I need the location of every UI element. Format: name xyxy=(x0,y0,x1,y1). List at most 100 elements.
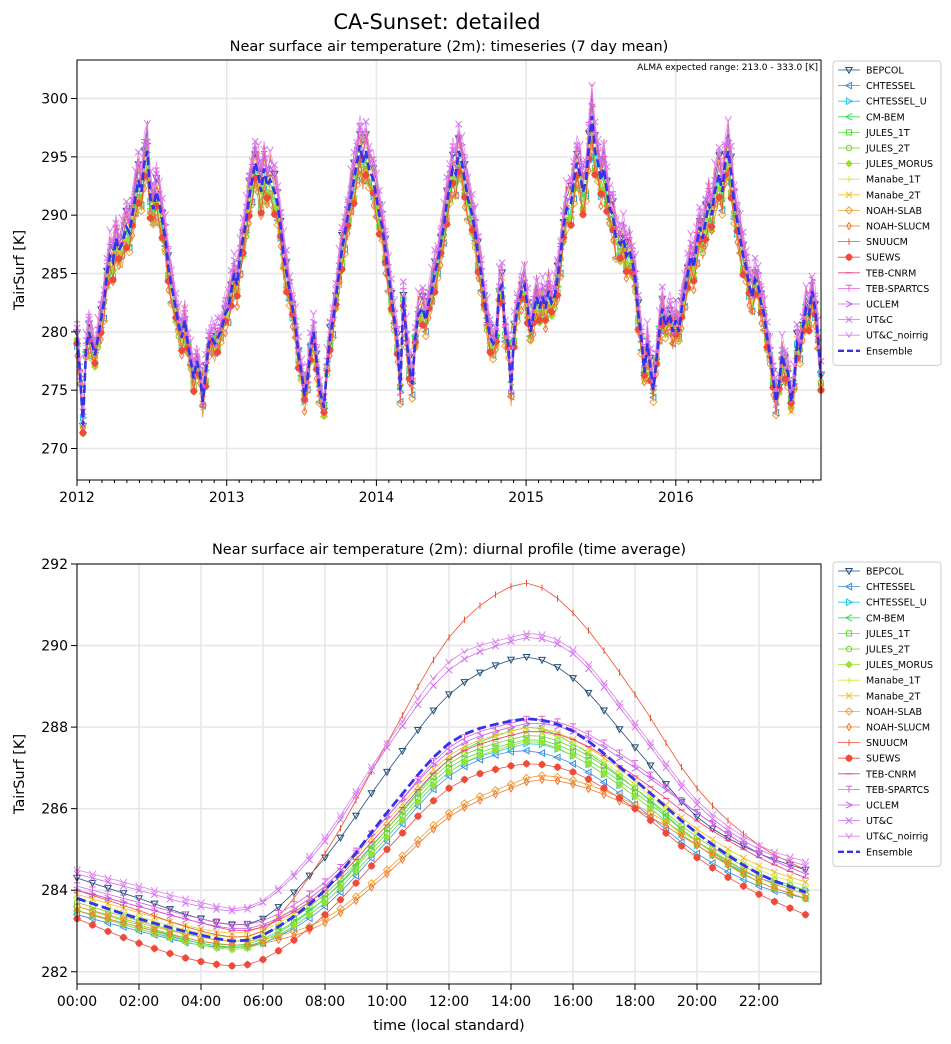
timeseries-ytick-label: 285 xyxy=(41,267,68,283)
timeseries-point-noah-slucm xyxy=(178,350,185,360)
timeseries-point-suews-cross xyxy=(257,209,265,217)
diurnal-xtick-label: 00:00 xyxy=(57,994,97,1010)
timeseries-legend-label: CM-BEM xyxy=(866,112,905,123)
diurnal-legend-label: JULES_1T xyxy=(865,629,910,640)
timeseries-series-manabe-1t xyxy=(76,107,822,426)
timeseries-legend-label: CHTESSEL_U xyxy=(866,97,927,108)
diurnal-title: Near surface air temperature (2m): diurn… xyxy=(212,542,686,558)
diurnal-point-suews-cross xyxy=(584,775,593,784)
timeseries-point-noah-slucm xyxy=(623,274,630,283)
timeseries-point-noah-slab xyxy=(396,399,405,409)
diurnal-point-ut-c xyxy=(460,655,469,663)
diurnal-point-suews-cross xyxy=(538,760,546,769)
timeseries-point-noah-slucm xyxy=(690,285,697,295)
diurnal-point-suews-cross xyxy=(755,890,763,899)
timeseries-legend-label: Manabe_1T xyxy=(866,175,921,186)
timeseries-point-noah-slucm xyxy=(610,235,616,245)
timeseries-point-noah-slab xyxy=(795,359,805,368)
timeseries-point-cm-bem xyxy=(777,348,786,357)
timeseries-point-suews-cross xyxy=(109,275,117,284)
timeseries-point-noah-slab xyxy=(451,191,460,201)
diurnal-point-suews-cross xyxy=(445,784,453,793)
diurnal-panel: Near surface air temperature (2m): diurn… xyxy=(12,542,942,1034)
diurnal-point-suews-cross xyxy=(119,933,128,942)
diurnal-legend-label: NOAH-SLAB xyxy=(866,707,922,718)
timeseries-point-suews-cross xyxy=(134,199,143,208)
timeseries-point-noah-slucm xyxy=(722,179,729,189)
diurnal-xtick-label: 10:00 xyxy=(367,994,407,1010)
timeseries-line-uclem xyxy=(76,106,822,425)
timeseries-point-ut-c-noirrig xyxy=(619,209,628,216)
timeseries-point-suews-cross xyxy=(541,316,550,325)
diurnal-legend-label: CHTESSEL_U xyxy=(866,598,927,609)
timeseries-legend-label: BEPCOL xyxy=(866,66,904,77)
timeseries-legend-label: JULES_2T xyxy=(865,144,910,155)
diurnal-legend: BEPCOL CHTESSEL CHTESSEL_U CM-BEM JULES_1T JU… xyxy=(832,561,942,867)
timeseries-ytick-label: 270 xyxy=(41,442,68,458)
timeseries-point-noah-slucm xyxy=(530,329,537,339)
timeseries-point-ut-c-noirrig xyxy=(266,146,274,153)
timeseries-point-noah-slab xyxy=(771,410,781,420)
timeseries-point-suews-cross xyxy=(122,243,131,252)
timeseries-point-suews-cross xyxy=(579,210,587,219)
timeseries-legend-label: Ensemble xyxy=(866,346,913,357)
timeseries-panel: Near surface air temperature (2m): times… xyxy=(12,39,942,506)
diurnal-point-suews-cross xyxy=(228,962,236,970)
timeseries-point-suews-cross xyxy=(362,171,370,179)
timeseries-point-suews-cross xyxy=(707,222,716,231)
timeseries-point-noah-slucm xyxy=(449,190,456,200)
timeseries-point-suews-cross xyxy=(689,277,698,285)
diurnal-xtick-label: 06:00 xyxy=(243,994,283,1010)
diurnal-legend-label: Manabe_1T xyxy=(866,676,921,687)
timeseries-point-noah-slab xyxy=(137,206,146,216)
timeseries-point-suews-cross xyxy=(91,359,99,368)
timeseries-point-noah-slucm xyxy=(475,273,482,283)
diurnal-series-bepcol xyxy=(72,653,810,930)
diurnal-legend-label: CM-BEM xyxy=(866,613,905,624)
diurnal-point-suews-cross xyxy=(522,759,531,768)
diurnal-legend-label: CHTESSEL xyxy=(866,582,916,593)
timeseries-legend-label: UCLEM xyxy=(866,300,899,311)
timeseries-point-suews-cross xyxy=(547,308,556,316)
timeseries-ytick-label: 300 xyxy=(41,92,68,108)
timeseries-point-noah-slab xyxy=(125,248,134,257)
timeseries-point-suews-cross xyxy=(158,233,167,242)
diurnal-point-suews-cross xyxy=(197,957,205,966)
timeseries-point-noah-slucm xyxy=(345,228,351,238)
timeseries-xtick-label: 2015 xyxy=(508,490,544,506)
timeseries-point-noah-slucm xyxy=(518,306,525,315)
diurnal-line-ut-c-noirrig xyxy=(76,633,806,910)
timeseries-point-noah-slab xyxy=(526,336,535,345)
timeseries-point-suews-cross xyxy=(597,190,605,198)
timeseries-legend-label: JULES_MORUS xyxy=(865,159,933,170)
timeseries-point-noah-slab xyxy=(421,331,431,341)
timeseries-xtick-label: 2014 xyxy=(359,490,395,506)
timeseries-point-noah-slab xyxy=(581,196,591,206)
diurnal-ylabel: TairSurf [K] xyxy=(12,734,28,815)
timeseries-ytick-label: 280 xyxy=(41,325,68,341)
timeseries-legend-label: UT&C xyxy=(866,315,893,326)
diurnal-point-suews-cross xyxy=(507,762,515,770)
timeseries-xtick-label: 2013 xyxy=(209,490,245,506)
timeseries-point-ut-c-noirrig xyxy=(643,317,651,325)
timeseries-point-noah-slucm xyxy=(382,268,389,278)
timeseries-ytick-label: 290 xyxy=(41,208,68,224)
timeseries-line-bepcol xyxy=(76,94,822,427)
timeseries-point-suews-cross xyxy=(701,235,710,244)
diurnal-series-chtessel xyxy=(72,746,809,952)
timeseries-ensemble-line xyxy=(75,115,823,426)
timeseries-ytick-label: 295 xyxy=(41,150,68,166)
timeseries-point-suews-cross xyxy=(350,199,358,208)
timeseries-point-ut-c-noirrig xyxy=(724,116,732,123)
diurnal-point-ut-c xyxy=(414,701,422,709)
diurnal-point-suews-cross xyxy=(770,897,779,906)
timeseries-point-noah-slab xyxy=(649,397,658,407)
timeseries-legend-label: CHTESSEL xyxy=(866,81,916,92)
timeseries-legend-label: NOAH-SLAB xyxy=(866,206,922,217)
diurnal-point-ut-c xyxy=(429,682,438,690)
timeseries-point-teb-spartcs xyxy=(350,159,358,167)
timeseries-point-suews-cross xyxy=(567,221,575,229)
timeseries-title: Near surface air temperature (2m): times… xyxy=(230,39,669,55)
timeseries-point-suews-cross xyxy=(189,387,198,396)
